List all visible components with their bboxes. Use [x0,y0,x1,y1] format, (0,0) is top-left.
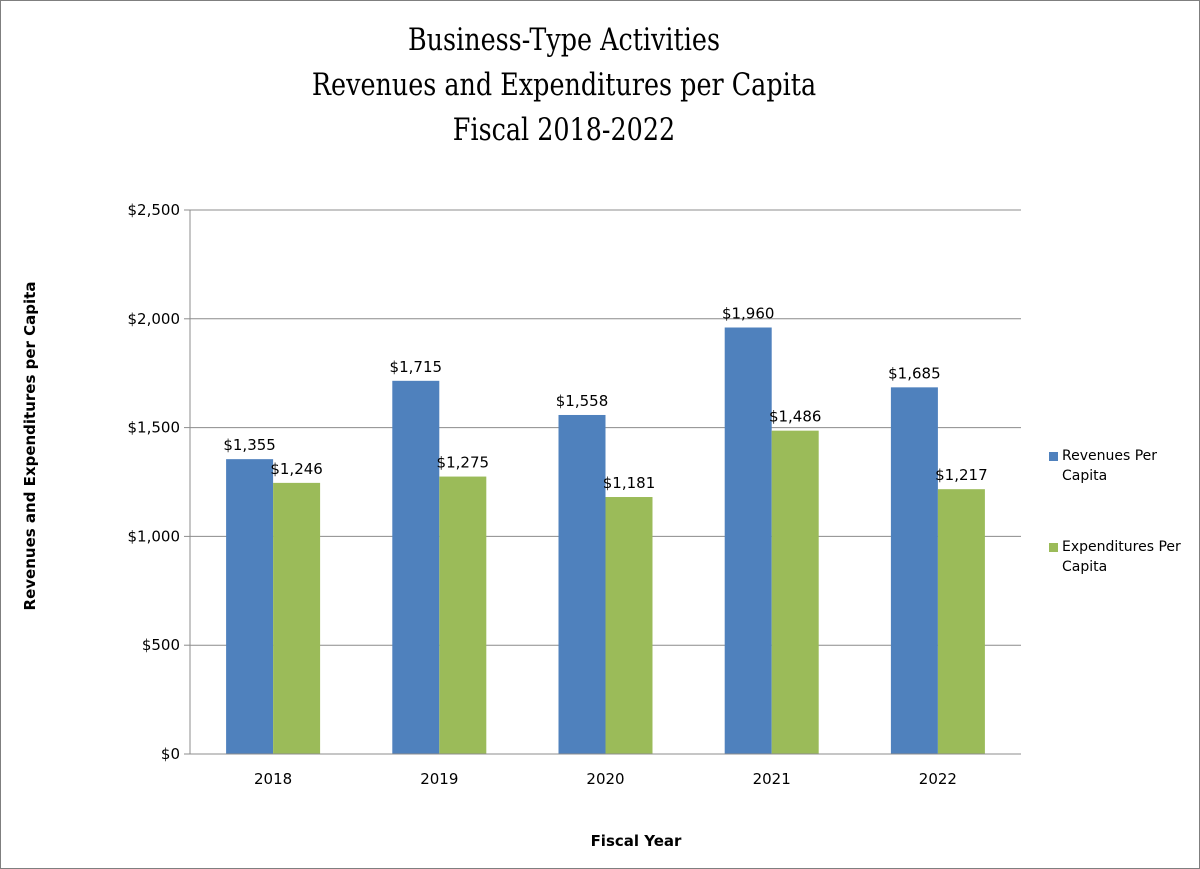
revenues-bar [724,327,772,754]
data-label: $1,558 [556,392,609,410]
data-label: $1,246 [270,460,323,478]
x-axis-title: Fiscal Year [591,832,682,850]
x-tick-label: 2020 [586,770,624,788]
x-tick-label: 2018 [254,770,292,788]
chart-title-line-3: Fiscal 2018-2022 [452,112,676,148]
data-label: $1,355 [223,436,276,454]
y-axis-title: Revenues and Expenditures per Capita [21,282,39,611]
data-labels: $1,355 $1,246 $1,715 $1,275 $1,558 $1,181 $1,9… [223,305,987,493]
revenues-bar [558,414,606,754]
expenditures-bar [605,497,653,754]
chart-title-line-1: Business-Type Activities [407,22,720,58]
expenditures-bar [273,482,321,754]
data-label: $1,217 [935,466,988,484]
legend: Revenues Per Capita Expenditures Per Capita [1049,448,1181,575]
data-label: $1,275 [437,454,490,472]
y-tick-label: $0 [161,745,180,763]
data-label: $1,960 [722,305,775,323]
data-label: $1,685 [888,364,941,382]
legend-label: Expenditures Per [1062,539,1181,555]
legend-label: Capita [1062,559,1107,575]
expenditures-bar [771,430,819,754]
data-label: $1,181 [603,474,656,492]
revenues-bar [890,387,938,754]
revenues-bar [226,459,274,754]
chart-title-line-2: Revenues and Expenditures per Capita [311,67,817,103]
y-tick-label: $2,500 [128,201,181,219]
y-tick-label: $1,000 [128,527,181,545]
data-label: $1,486 [769,408,822,426]
y-axis-ticks: $0 $500 $1,000 $1,500 $2,000 $2,500 [128,201,190,763]
legend-swatch-expenditures [1049,543,1058,552]
revenues-bar [392,380,440,754]
x-tick-label: 2019 [420,770,458,788]
chart-title: Business-Type Activities Revenues and Ex… [102,18,1027,153]
legend-label: Revenues Per [1062,448,1157,464]
y-tick-label: $2,000 [128,310,181,328]
y-tick-label: $1,500 [128,419,181,437]
expenditures-bar [937,489,985,754]
legend-swatch-revenues [1049,452,1058,461]
y-tick-label: $500 [142,636,180,654]
data-label: $1,715 [390,358,443,376]
expenditures-bar [439,476,487,754]
x-axis-ticks: 2018 2019 2020 2021 2022 [254,770,957,788]
bars [226,327,985,754]
x-tick-label: 2021 [753,770,791,788]
x-tick-label: 2022 [919,770,957,788]
legend-label: Capita [1062,468,1107,484]
